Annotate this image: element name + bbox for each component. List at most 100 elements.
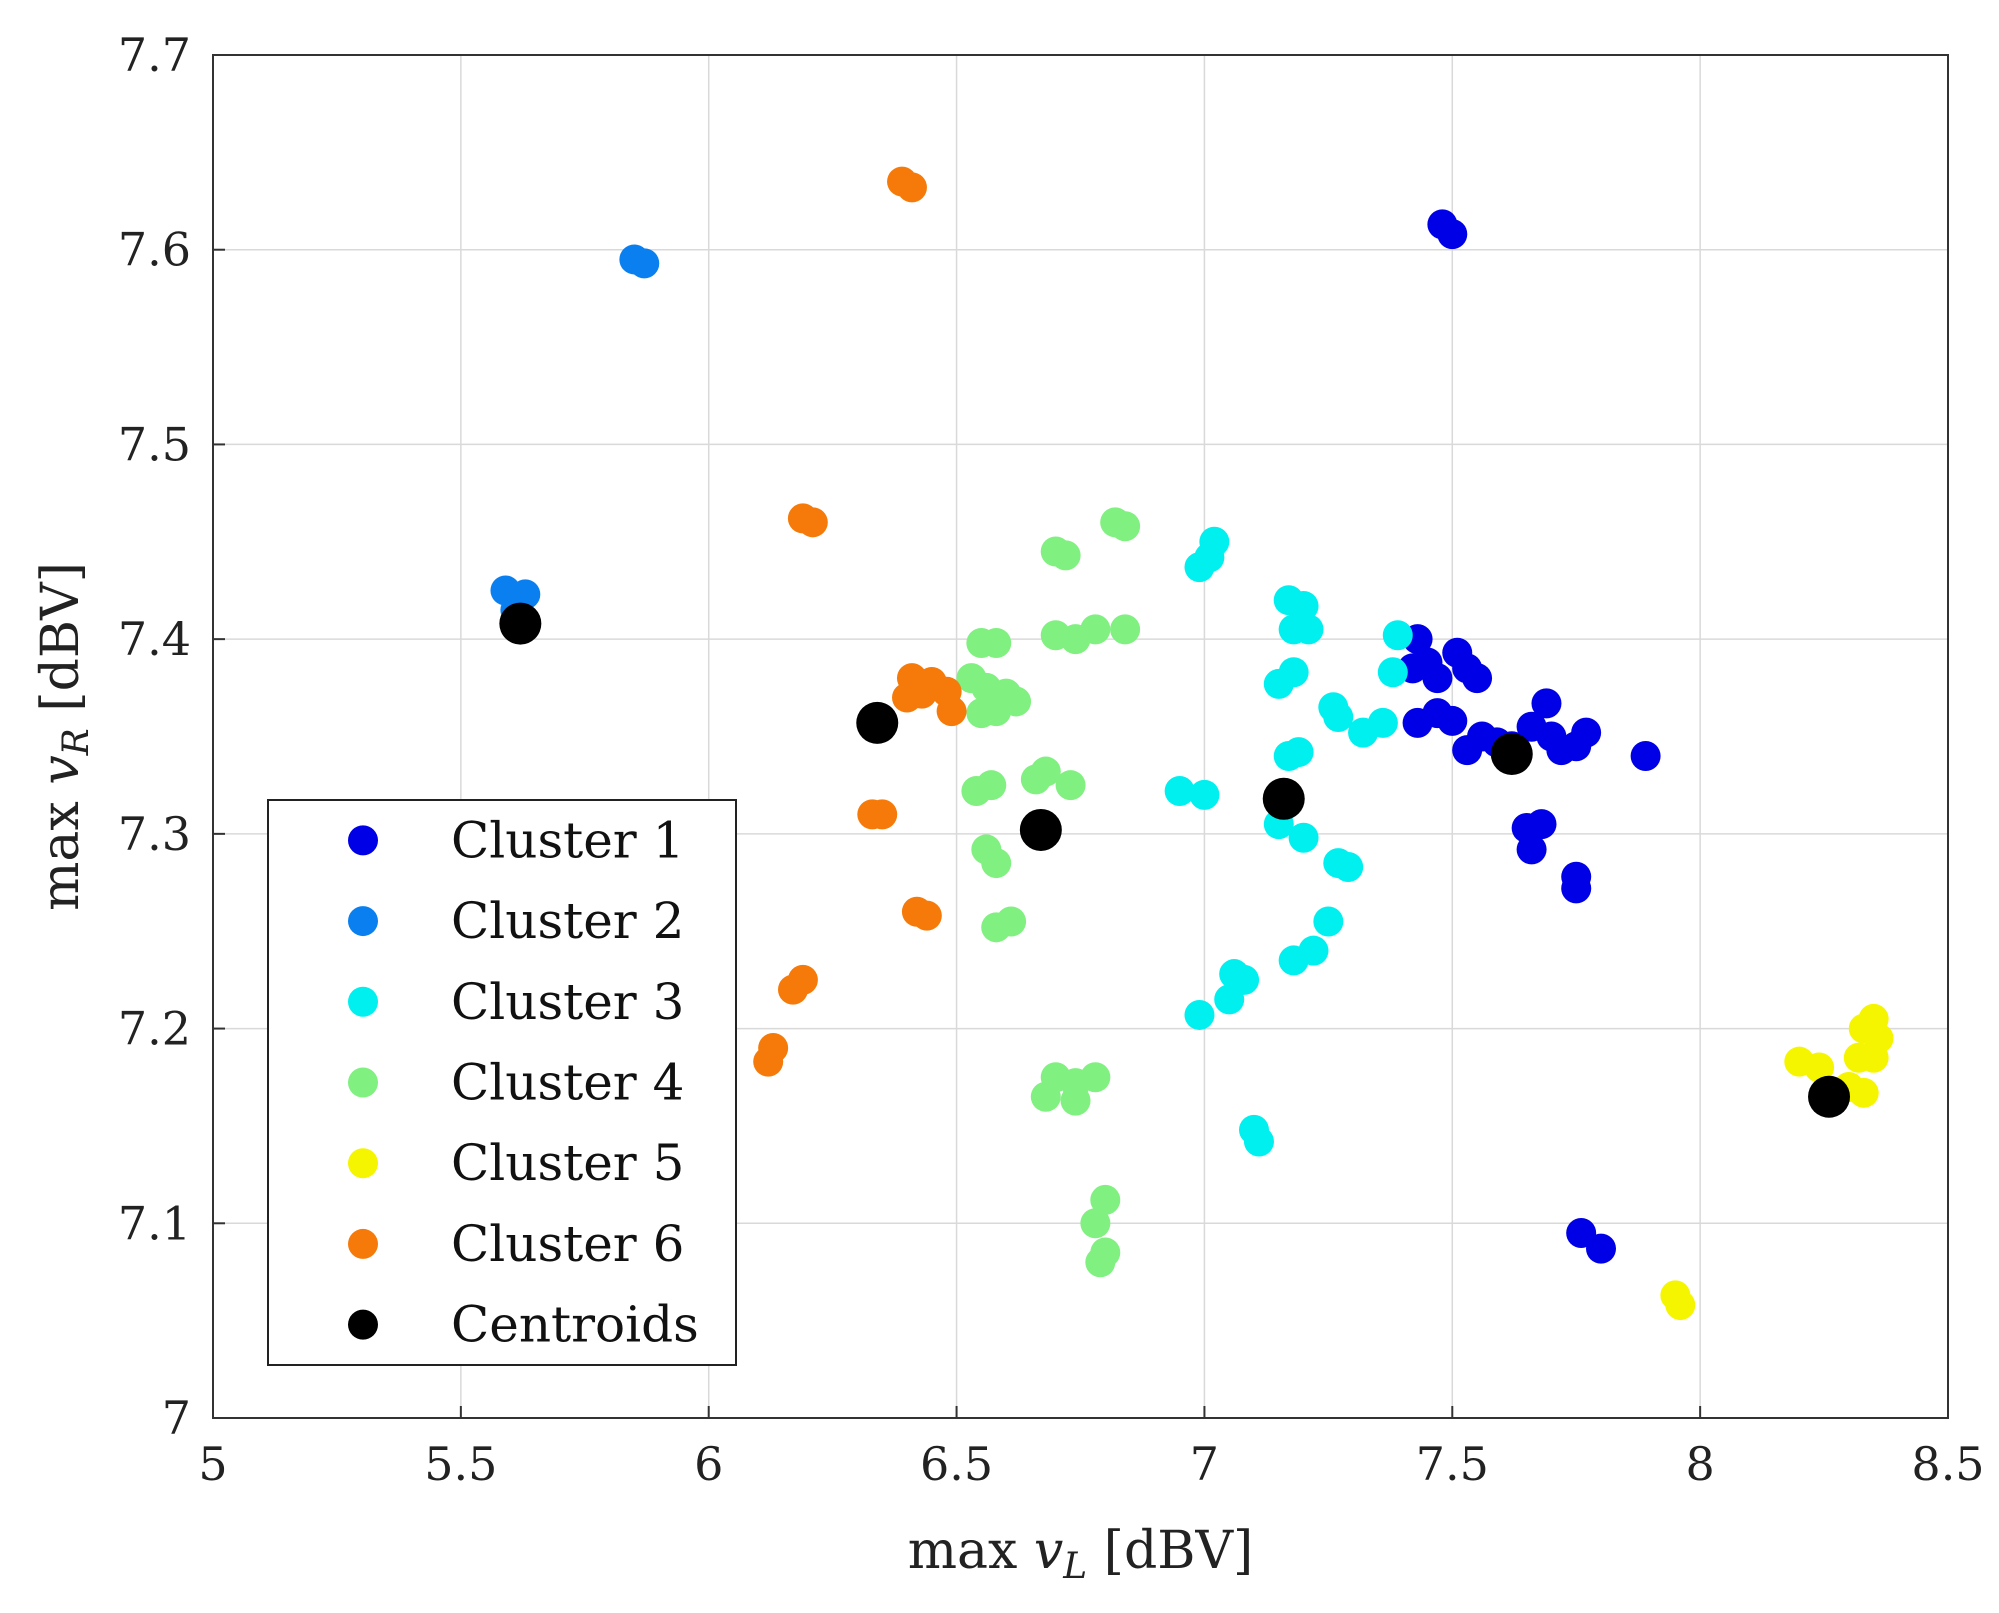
data-point xyxy=(1630,740,1661,771)
data-point xyxy=(1665,1290,1696,1321)
x-tick-label: 5.5 xyxy=(424,1437,497,1491)
data-point xyxy=(936,696,967,727)
data-point xyxy=(896,172,927,203)
data-point xyxy=(787,964,818,995)
series-centroids xyxy=(499,602,1851,1118)
data-point xyxy=(1377,657,1408,688)
legend-marker xyxy=(348,1148,378,1179)
legend-marker xyxy=(348,986,378,1017)
data-point xyxy=(1348,717,1379,748)
y-tick-label: 7.7 xyxy=(118,28,191,82)
centroid-point xyxy=(1262,777,1305,820)
legend-label: Cluster 2 xyxy=(451,892,684,950)
data-point xyxy=(1030,1081,1061,1112)
data-point xyxy=(1050,540,1081,571)
data-point xyxy=(1278,945,1309,976)
legend-item: Cluster 6 xyxy=(348,1215,684,1273)
y-tick-label: 7.6 xyxy=(118,223,191,277)
series-cluster-4 xyxy=(956,507,1141,1278)
data-point xyxy=(981,696,1012,727)
data-point xyxy=(1516,834,1547,865)
data-point xyxy=(1164,776,1195,807)
y-tick-label: 7 xyxy=(162,1391,191,1445)
data-point xyxy=(1462,663,1493,694)
y-tick-label: 7.5 xyxy=(118,417,191,471)
data-point xyxy=(867,799,898,830)
data-point xyxy=(1571,717,1602,748)
data-point xyxy=(1055,770,1086,801)
centroid-point xyxy=(499,602,542,645)
data-point xyxy=(629,248,660,279)
data-point xyxy=(911,900,942,931)
data-point xyxy=(1288,591,1319,622)
data-point xyxy=(1263,668,1294,699)
legend-label: Cluster 3 xyxy=(451,973,684,1031)
data-point xyxy=(1243,1126,1274,1157)
data-point xyxy=(981,912,1012,943)
legend-label: Cluster 4 xyxy=(451,1054,684,1112)
data-point xyxy=(906,678,937,709)
centroid-point xyxy=(1490,733,1533,776)
data-point xyxy=(1283,737,1314,768)
legend-marker xyxy=(348,1309,378,1340)
series-cluster-6 xyxy=(753,166,967,1077)
legend-item: Cluster 3 xyxy=(348,973,684,1031)
data-point xyxy=(1080,1208,1111,1239)
data-points xyxy=(490,166,1894,1321)
data-point xyxy=(1184,999,1215,1030)
data-point xyxy=(1422,663,1453,694)
data-point xyxy=(1080,614,1111,645)
data-point xyxy=(1437,219,1468,250)
legend-marker xyxy=(348,906,378,937)
y-tick-label: 7.2 xyxy=(118,1002,191,1056)
legend-label: Centroids xyxy=(451,1296,699,1354)
axis-ticks: 5 5.5 6 6.5 7 7.5 8 8.5 7 7.1 7.2 7.3 7.4 7.5 7.6 7.7 xyxy=(118,28,1985,1491)
x-tick-label: 8 xyxy=(1686,1437,1715,1491)
x-axis-label: max vL [dBV] xyxy=(908,1521,1254,1587)
centroid-point xyxy=(1808,1075,1851,1118)
data-point xyxy=(1804,1052,1835,1083)
data-point xyxy=(1526,809,1557,840)
data-point xyxy=(1848,1077,1879,1108)
data-point xyxy=(1189,779,1220,810)
legend-box xyxy=(267,799,737,1366)
data-point xyxy=(1382,620,1413,651)
legend: Cluster 1 Cluster 2 Cluster 3 Cluster 4 Clus… xyxy=(267,799,737,1366)
legend-marker xyxy=(348,825,378,856)
data-point xyxy=(1531,688,1562,719)
legend-item: Cluster 5 xyxy=(348,1134,684,1192)
series-cluster-3 xyxy=(1164,526,1413,1157)
y-tick-label: 7.3 xyxy=(118,807,191,861)
data-point xyxy=(753,1046,784,1077)
legend-label: Cluster 5 xyxy=(451,1134,684,1192)
data-point xyxy=(797,507,828,538)
data-point xyxy=(1060,1085,1091,1116)
centroid-point xyxy=(856,701,899,744)
data-point xyxy=(1090,1184,1121,1215)
legend-item: Cluster 4 xyxy=(348,1054,684,1112)
series-cluster-5 xyxy=(1660,1003,1894,1321)
x-tick-label: 8.5 xyxy=(1911,1437,1984,1491)
x-tick-label: 5 xyxy=(198,1437,227,1491)
legend-marker xyxy=(348,1067,378,1098)
data-point xyxy=(1402,707,1433,738)
data-point xyxy=(1030,756,1061,787)
legend-item: Centroids xyxy=(348,1296,699,1354)
data-point xyxy=(1323,702,1354,733)
data-point xyxy=(1085,1247,1116,1278)
data-point xyxy=(1561,873,1592,904)
data-point xyxy=(976,770,1007,801)
y-tick-label: 7.4 xyxy=(118,612,191,666)
legend-item: Cluster 1 xyxy=(348,811,684,869)
plot-area-frame xyxy=(212,54,1949,1419)
legend-label: Cluster 6 xyxy=(451,1215,684,1273)
y-tick-label: 7.1 xyxy=(118,1196,191,1250)
centroid-point xyxy=(1019,808,1062,851)
data-point xyxy=(1194,542,1225,573)
data-point xyxy=(1586,1233,1616,1264)
legend-label: Cluster 1 xyxy=(451,811,684,869)
legend-marker xyxy=(348,1228,378,1259)
data-point xyxy=(1214,984,1245,1015)
data-point xyxy=(1110,511,1141,542)
